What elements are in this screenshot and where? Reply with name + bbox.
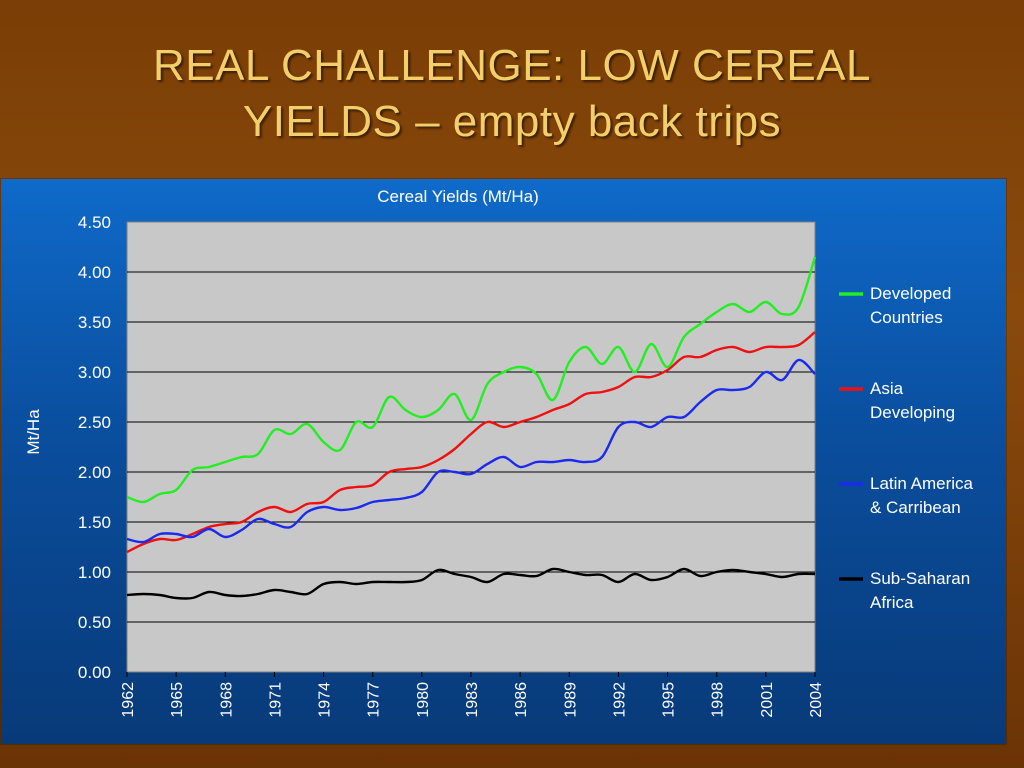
x-tick-label: 1995 xyxy=(661,682,678,718)
y-tick-label: 4.00 xyxy=(78,263,111,282)
legend-label-asia-developing: Asia xyxy=(870,379,904,398)
x-tick-label: 1968 xyxy=(218,682,235,718)
series-line-latin-america-carribean xyxy=(126,358,816,544)
y-tick-label: 1.00 xyxy=(78,563,111,582)
y-tick-label: 0.50 xyxy=(78,613,111,632)
x-tick-label: 1983 xyxy=(464,682,481,718)
x-tick-label: 1974 xyxy=(317,682,334,718)
plot-area xyxy=(126,221,816,673)
slide-title-line-2: YIELDS – empty back trips xyxy=(242,97,782,146)
y-tick-label: 2.50 xyxy=(78,413,111,432)
series-line-sub-saharan-africa xyxy=(126,567,816,600)
x-tick-label: 1971 xyxy=(267,682,284,718)
legend-label-latin-america-carribean: Latin America xyxy=(870,474,974,493)
series-line-asia-developing xyxy=(126,331,816,554)
legend-label-latin-america-carribean: & Carribean xyxy=(870,498,961,517)
y-tick-label: 3.00 xyxy=(78,363,111,382)
y-tick-label: 0.00 xyxy=(78,663,111,682)
y-tick-label: 1.50 xyxy=(78,513,111,532)
slide-title-line-1: REAL CHALLENGE: LOW CEREAL xyxy=(152,41,872,90)
series-line-developed-countries xyxy=(126,256,817,504)
x-tick-label: 1998 xyxy=(710,682,727,718)
y-tick-label: 2.00 xyxy=(78,463,111,482)
x-tick-label: 1962 xyxy=(120,682,137,718)
y-tick-label: 4.50 xyxy=(78,213,111,232)
x-tick-label: 1986 xyxy=(513,682,530,718)
x-tick-label: 2004 xyxy=(808,682,825,718)
x-tick-label: 1977 xyxy=(366,682,383,718)
y-axis-label: Mt/Ha xyxy=(24,409,43,455)
x-tick-label: 1980 xyxy=(415,682,432,718)
legend-label-sub-saharan-africa: Sub-Saharan xyxy=(870,569,970,588)
slide-title: REAL CHALLENGE: LOW CEREAL YIELDS – empt… xyxy=(0,38,1024,150)
cereal-yields-chart: Cereal Yields (Mt/Ha) 0.00 0.50 1.00 1.50 2.… xyxy=(24,187,974,718)
chart-panel: Cereal Yields (Mt/Ha) 0.00 0.50 1.00 1.50 2.… xyxy=(1,179,1006,744)
legend-label-developed-countries: Developed xyxy=(870,284,951,303)
legend-label-developed-countries: Countries xyxy=(870,308,943,327)
legend-label-asia-developing: Developing xyxy=(870,403,955,422)
x-tick-label: 1989 xyxy=(562,682,579,718)
x-tick-label: 2001 xyxy=(759,682,776,718)
legend-label-sub-saharan-africa: Africa xyxy=(870,593,914,612)
x-tick-label: 1965 xyxy=(169,682,186,718)
x-tick-label: 1992 xyxy=(611,682,628,718)
y-tick-label: 3.50 xyxy=(78,313,111,332)
chart-title: Cereal Yields (Mt/Ha) xyxy=(377,187,539,206)
